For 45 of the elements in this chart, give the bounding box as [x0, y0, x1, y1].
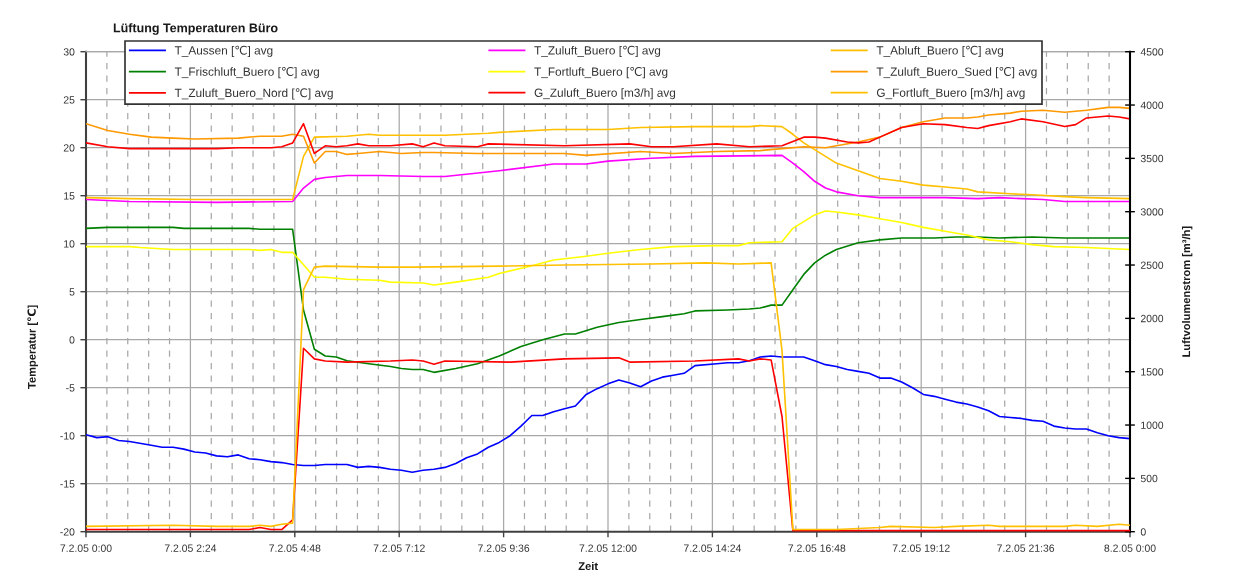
- y2-tick-label: 2000: [1140, 314, 1164, 323]
- y2-tick-label: 4000: [1140, 101, 1164, 109]
- legend-label: T_Aussen [℃] avg: [174, 45, 273, 57]
- y-tick-label: 15: [64, 192, 75, 200]
- x-tick-label: 7.2.05 21:36: [997, 544, 1055, 552]
- x-tick-label: 7.2.05 12:00: [579, 544, 637, 552]
- y-tick-label: -15: [60, 480, 75, 488]
- x-axis-title: Zeit: [578, 561, 598, 571]
- legend-label: G_Fortluft_Buero [m3/h] avg: [876, 88, 1025, 100]
- y-tick-label: 10: [64, 240, 75, 248]
- x-tick-label: 7.2.05 16:48: [788, 544, 846, 552]
- y2-tick-label: 1500: [1141, 368, 1164, 376]
- y2-tick-label: 4500: [1140, 48, 1164, 56]
- legend-label: T_Zuluft_Buero_Nord [℃] avg: [174, 88, 333, 100]
- legend-label: G_Zuluft_Buero [m3/h] avg: [534, 88, 676, 100]
- y-tick-label: -10: [60, 432, 75, 440]
- legend-label: T_Fortluft_Buero [℃] avg: [534, 66, 668, 79]
- x-tick-label: 7.2.05 0:00: [60, 544, 112, 552]
- y2-tick-label: 2500: [1140, 261, 1164, 269]
- y2-tick-label: 1000: [1141, 421, 1164, 429]
- legend-label: T_Zuluft_Buero [℃] avg: [534, 45, 661, 57]
- x-tick-label: 7.2.05 7:12: [373, 544, 425, 552]
- legend-label: T_Frischluft_Buero [℃] avg: [174, 66, 319, 79]
- y-tick-label: 20: [63, 144, 75, 152]
- legend-label: T_Abluft_Buero [℃] avg: [876, 45, 1004, 57]
- y-axis-title: Temperatur [℃]: [27, 305, 38, 389]
- y2-tick-label: 3000: [1140, 208, 1164, 216]
- x-tick-label: 7.2.05 4:48: [269, 544, 321, 552]
- y-tick-label: -20: [60, 528, 75, 536]
- y2-tick-label: 3500: [1140, 154, 1164, 163]
- x-tick-label: 7.2.05 9:36: [478, 544, 530, 552]
- x-tick-label: 8.2.05 0:00: [1104, 544, 1156, 552]
- y-tick-label: 25: [63, 96, 75, 104]
- y-tick-label: 0: [69, 336, 75, 344]
- chart-title: Lüftung Temperaturen Büro: [113, 23, 278, 35]
- legend-label: T_Zuluft_Buero_Sued [℃] avg: [876, 66, 1037, 79]
- y-tick-label: 5: [69, 288, 75, 296]
- x-tick-label: 7.2.05 14:24: [683, 544, 742, 552]
- y2-tick-label: 0: [1140, 528, 1146, 536]
- y-tick-label: -5: [66, 384, 75, 392]
- y2-axis-title: Luftvolumenstrom [m³/h]: [1181, 226, 1193, 357]
- y2-tick-label: 500: [1140, 474, 1158, 483]
- y-tick-label: 30: [63, 48, 75, 56]
- x-tick-label: 7.2.05 2:24: [164, 544, 217, 552]
- x-tick-label: 7.2.05 19:12: [892, 544, 950, 552]
